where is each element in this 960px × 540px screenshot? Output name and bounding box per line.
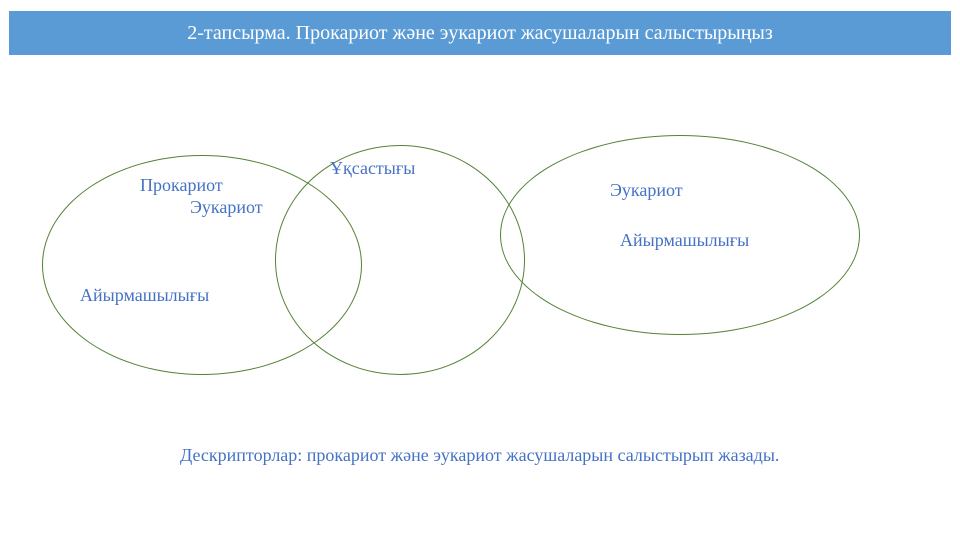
label-similarity-text: Ұқсастығы (330, 158, 415, 178)
label-prokariot: Прокариот (140, 175, 223, 196)
label-eukariot-inner-text: Эукариот (190, 197, 263, 217)
task-header-text: 2-тапсырма. Прокариот және эукариот жасу… (9, 22, 951, 45)
label-eukariot-inner: Эукариот (190, 197, 263, 218)
label-eukariot-right-text: Эукариот (610, 180, 683, 200)
label-prokariot-text: Прокариот (140, 175, 223, 195)
venn-middle-ellipse (275, 145, 525, 375)
descriptors-text-content: Дескрипторлар: прокариот және эукариот ж… (180, 445, 779, 465)
label-difference-right-text: Айырмашылығы (620, 230, 749, 250)
label-difference-right: Айырмашылығы (620, 230, 749, 251)
label-eukariot-right: Эукариот (610, 180, 683, 201)
label-difference-left: Айырмашылығы (80, 285, 209, 306)
task-header: 2-тапсырма. Прокариот және эукариот жасу… (8, 10, 952, 56)
label-similarity: Ұқсастығы (330, 158, 415, 179)
label-difference-left-text: Айырмашылығы (80, 285, 209, 305)
descriptors-text: Дескрипторлар: прокариот және эукариот ж… (180, 445, 779, 466)
